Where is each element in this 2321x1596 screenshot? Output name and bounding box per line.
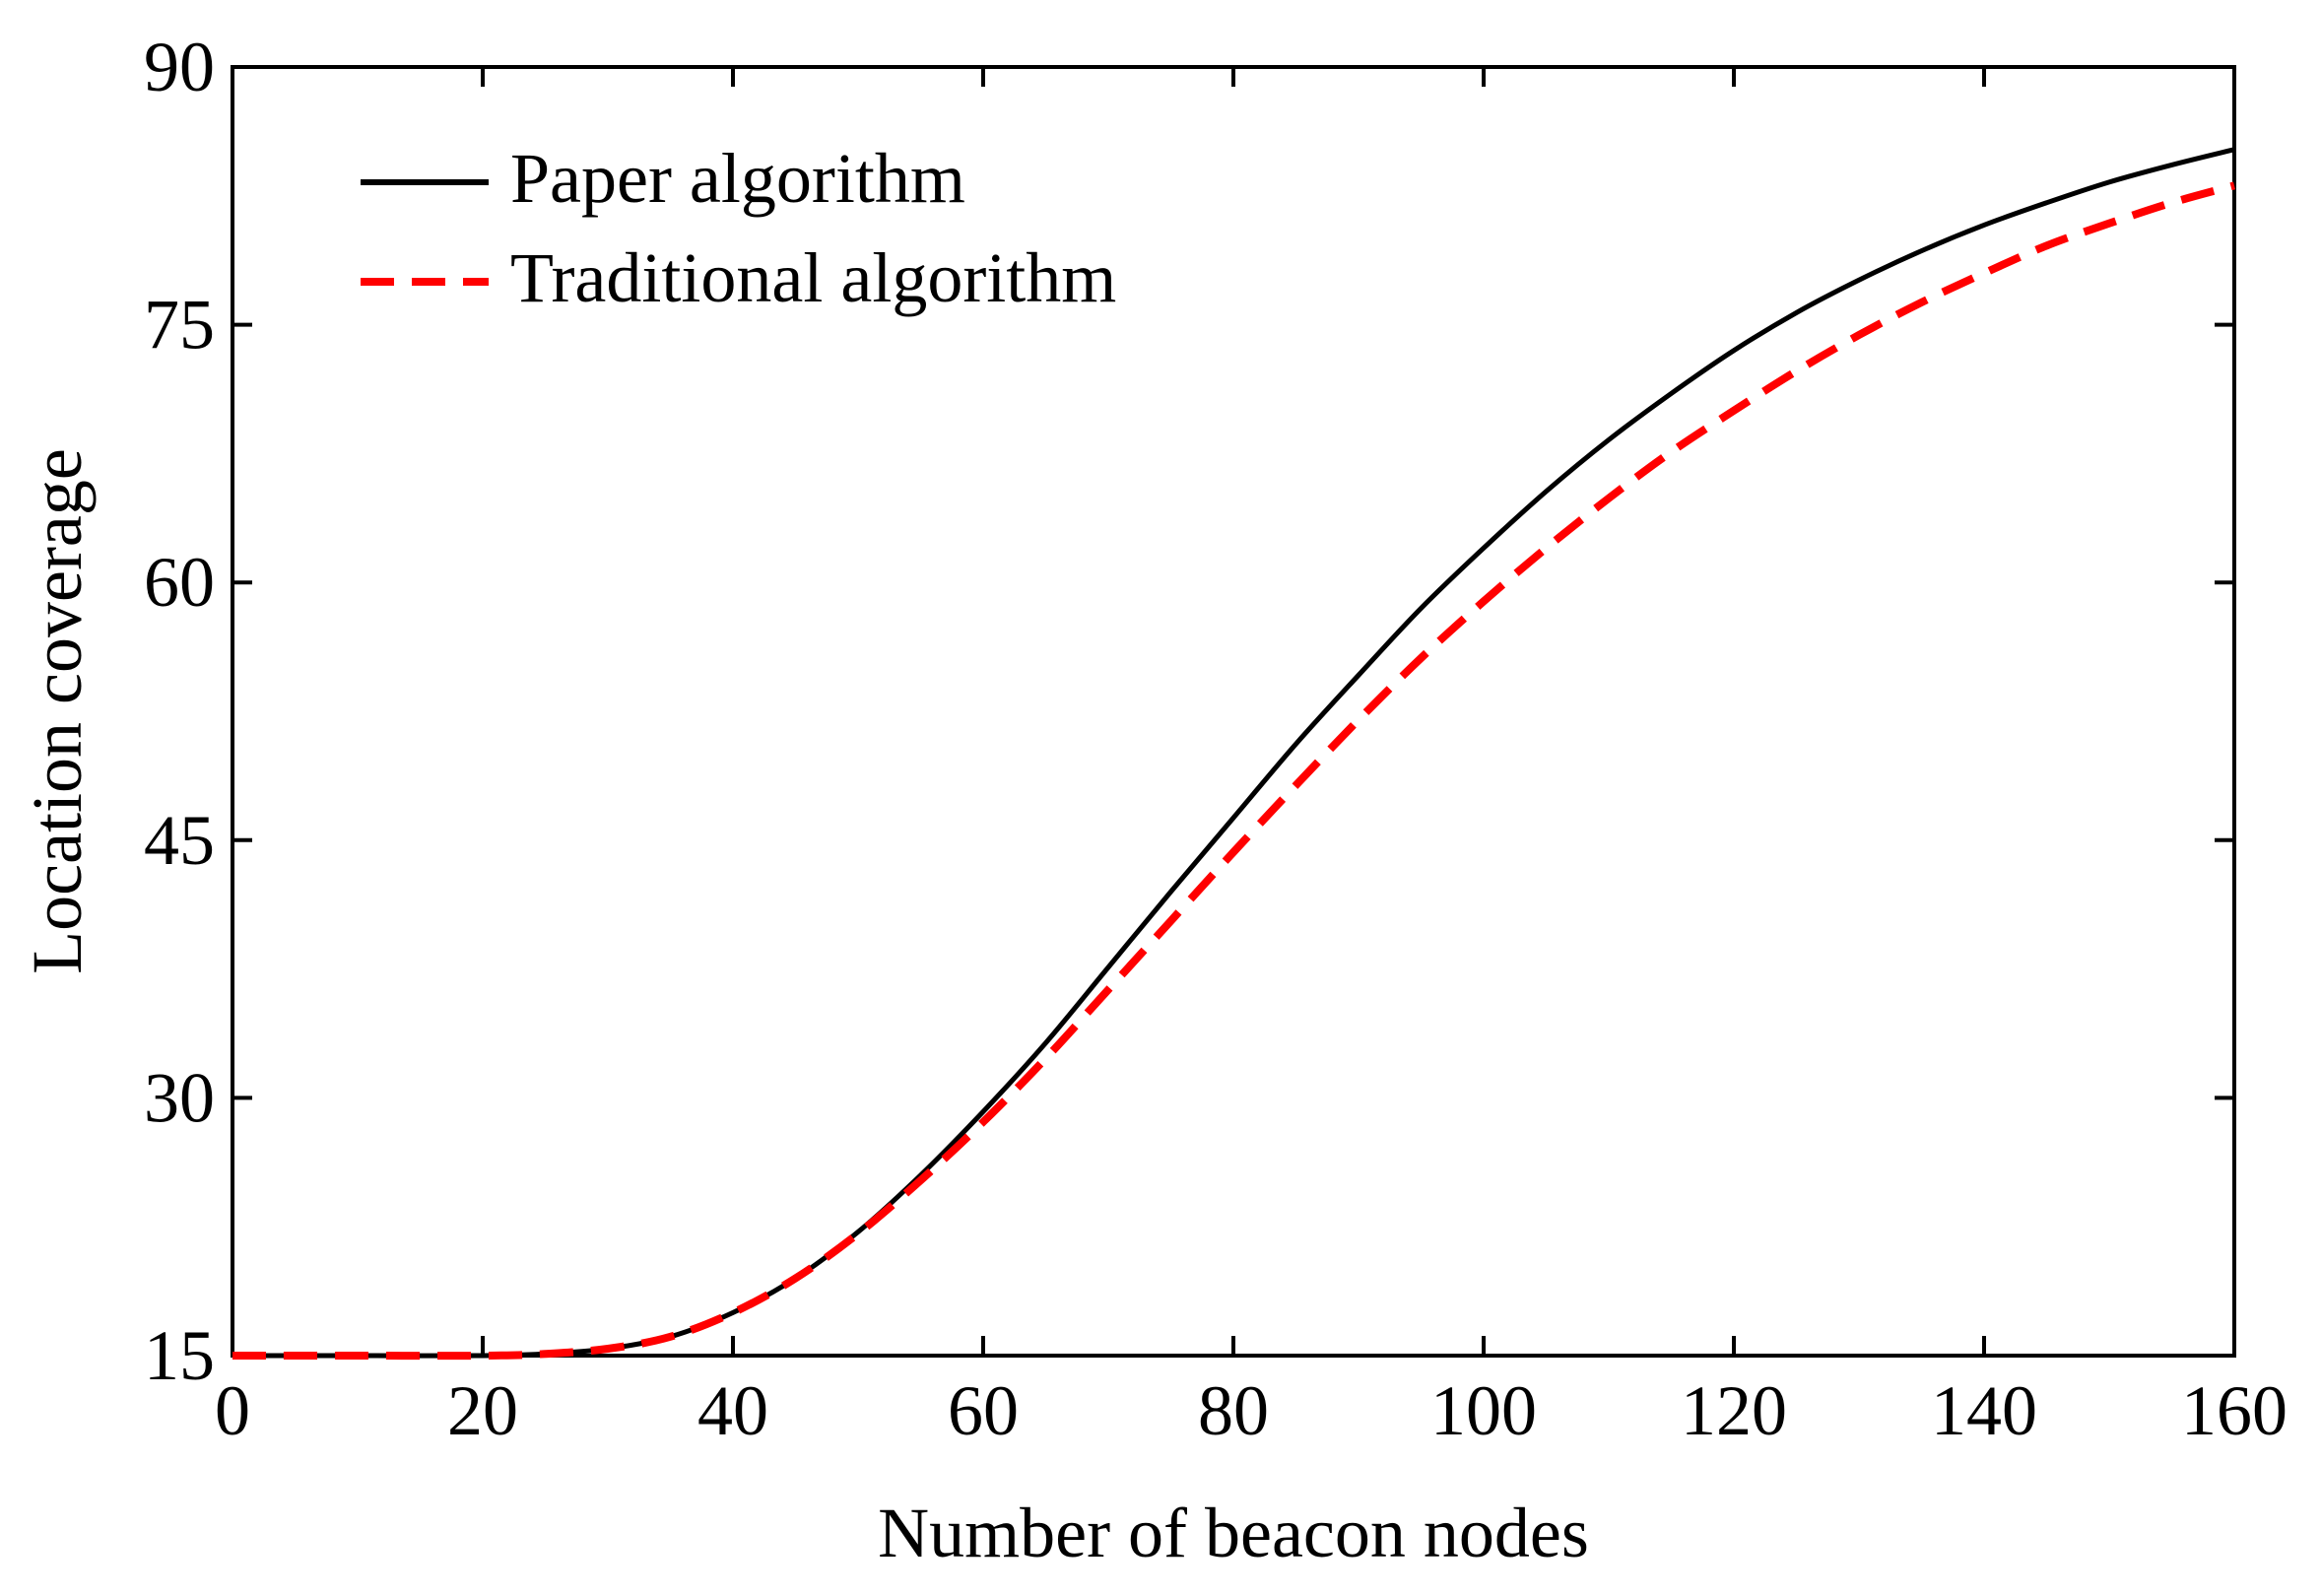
legend: Paper algorithm Traditional algorithm	[361, 139, 1116, 317]
y-tick-label: 75	[144, 286, 215, 365]
legend-label-paper-algorithm: Paper algorithm	[510, 139, 965, 218]
x-tick-label: 120	[1681, 1371, 1787, 1450]
x-axis-title: Number of beacon nodes	[878, 1494, 1589, 1572]
x-tick-label: 160	[2181, 1371, 2288, 1450]
series-line-traditional-algorithm	[232, 181, 2236, 1361]
x-tick-label: 100	[1430, 1371, 1537, 1450]
x-tick-label: 40	[697, 1371, 768, 1450]
y-tick-label: 15	[144, 1316, 215, 1395]
x-tick-label: 60	[948, 1371, 1019, 1450]
x-tick-label: 0	[215, 1371, 250, 1450]
legend-label-traditional-algorithm: Traditional algorithm	[510, 238, 1116, 317]
axis-tick-labels: 0 20 40 60 80 100 120 140 160 15 30 45 60 75 90	[144, 28, 2288, 1450]
series-line-paper-algorithm	[232, 147, 2235, 1359]
x-tick-label: 20	[447, 1371, 518, 1450]
y-axis-title: Location coverage	[18, 448, 97, 974]
x-tick-label: 140	[1931, 1371, 2037, 1450]
y-tick-label: 60	[144, 543, 215, 622]
series-lines	[232, 147, 2236, 1361]
x-tick-label: 80	[1198, 1371, 1269, 1450]
y-tick-label: 30	[144, 1058, 215, 1137]
y-tick-label: 90	[144, 28, 215, 106]
axis-ticks	[231, 65, 2236, 1358]
y-tick-label: 45	[144, 801, 215, 880]
